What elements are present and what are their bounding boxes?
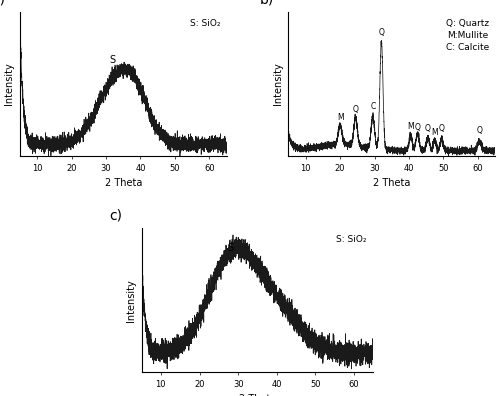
Text: S: SiO₂: S: SiO₂ bbox=[190, 19, 220, 28]
Text: C: C bbox=[370, 102, 376, 111]
Text: Q: Quartz
M:Mullite
C: Calcite: Q: Quartz M:Mullite C: Calcite bbox=[446, 19, 489, 52]
Text: S: S bbox=[228, 243, 234, 253]
Text: Q: Q bbox=[438, 124, 444, 133]
Text: M: M bbox=[408, 122, 414, 131]
Text: S: S bbox=[110, 55, 116, 65]
Text: c): c) bbox=[109, 208, 122, 222]
Text: Q: Q bbox=[476, 126, 482, 135]
Text: Q: Q bbox=[352, 105, 358, 114]
Text: b): b) bbox=[260, 0, 274, 6]
X-axis label: 2 Theta: 2 Theta bbox=[104, 178, 142, 188]
X-axis label: 2 Theta: 2 Theta bbox=[373, 178, 410, 188]
Y-axis label: Intensity: Intensity bbox=[126, 279, 136, 322]
Text: S: SiO₂: S: SiO₂ bbox=[336, 235, 366, 244]
Y-axis label: Intensity: Intensity bbox=[4, 63, 15, 105]
Text: Q: Q bbox=[378, 28, 384, 37]
Y-axis label: Intensity: Intensity bbox=[273, 63, 283, 105]
Text: Q: Q bbox=[425, 124, 431, 133]
Text: a): a) bbox=[0, 0, 5, 6]
Text: Q: Q bbox=[414, 123, 420, 131]
Text: M: M bbox=[337, 112, 344, 122]
X-axis label: 2 Theta: 2 Theta bbox=[239, 394, 276, 396]
Text: M: M bbox=[432, 128, 438, 137]
